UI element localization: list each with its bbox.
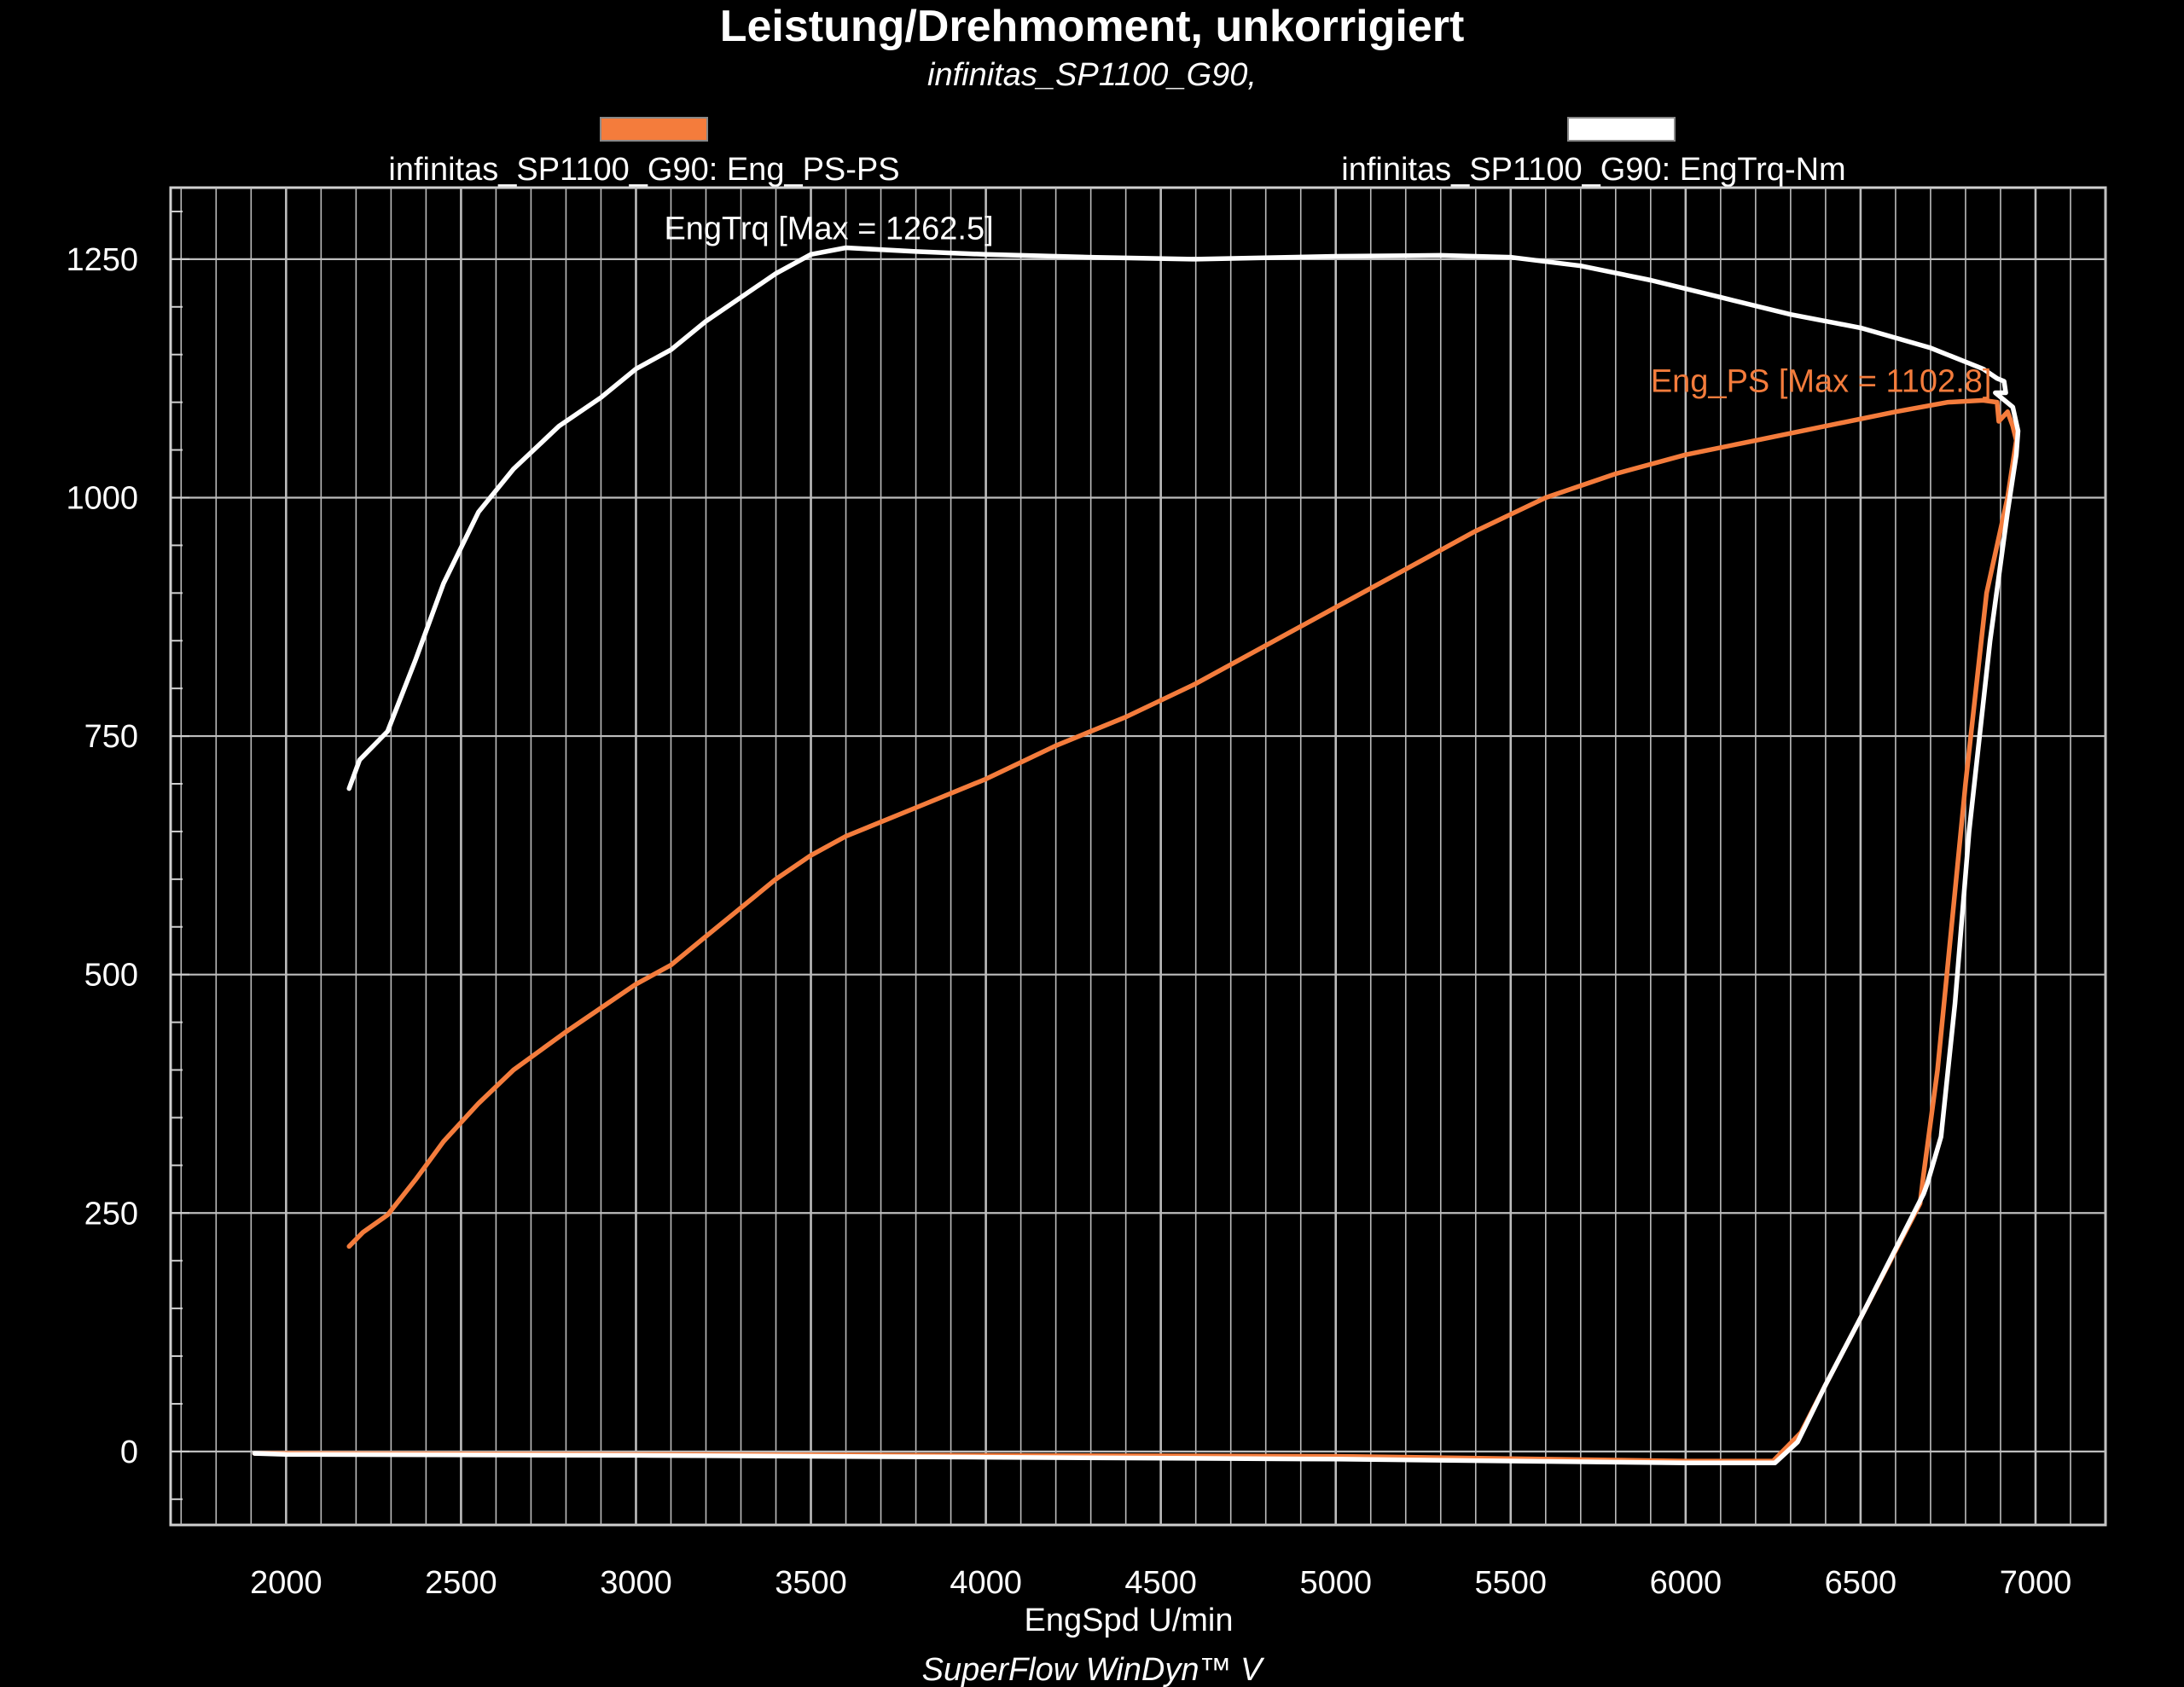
y-tick-label: 0: [120, 1435, 138, 1470]
y-minor-ticks: [171, 210, 189, 1500]
x-tick-label: 2500: [425, 1565, 497, 1601]
x-tick-labels: 2000 2500 3000 3500 4000 4500 5000 5500 6000 6500…: [250, 1565, 2071, 1601]
grid-major: [171, 188, 2106, 1525]
series-line-torque: [252, 245, 2021, 1466]
x-tick-label: 4500: [1124, 1565, 1197, 1601]
x-axis-label: EngSpd U/min: [1024, 1603, 1233, 1638]
chart-subtitle: infinitas_SP1100_G90,: [927, 57, 1257, 93]
chart-title: Leistung/Drehmoment, unkorrigiert: [720, 2, 1465, 51]
legend-swatch-power: [600, 117, 708, 142]
legend-label-power: infinitas_SP1100_G90: Eng_PS-PS: [388, 152, 899, 188]
y-tick-label: 1250: [66, 242, 138, 278]
series-layer: [252, 245, 2021, 1466]
x-tick-label: 2000: [250, 1565, 322, 1601]
y-tick-label: 500: [84, 958, 138, 994]
annotation-power-max: Eng_PS [Max = 1102.8]: [1651, 363, 1992, 399]
y-tick-label: 1000: [66, 480, 138, 516]
grid-minor: [180, 188, 2106, 1525]
annotation-torque-max: EngTrq [Max = 1262.5]: [664, 211, 993, 246]
x-tick-label: 4000: [950, 1565, 1022, 1601]
x-tick-label: 6500: [1825, 1565, 1897, 1601]
x-tick-label: 5000: [1299, 1565, 1372, 1601]
legend-swatch-torque: [1567, 117, 1676, 142]
legend-label-torque: infinitas_SP1100_G90: EngTrq-Nm: [1341, 152, 1845, 188]
x-tick-label: 7000: [2000, 1565, 2072, 1601]
x-tick-label: 6000: [1650, 1565, 1722, 1601]
x-tick-label: 3500: [775, 1565, 847, 1601]
x-tick-label: 3000: [600, 1565, 672, 1601]
footer-credit: SuperFlow WinDyn™ V: [922, 1652, 1265, 1687]
annotations: Eng_PS [Max = 1102.8] EngTrq [Max = 1262.…: [664, 211, 1991, 399]
y-tick-label: 750: [84, 719, 138, 755]
y-tick-labels: 0 250 500 750 1000 1250: [66, 242, 138, 1470]
x-tick-label: 5500: [1475, 1565, 1548, 1601]
plot-area: Eng_PS [Max = 1102.8] EngTrq [Max = 1262.…: [169, 186, 2107, 1527]
legend: infinitas_SP1100_G90: Eng_PS-PS infinita…: [388, 117, 1846, 188]
y-tick-label: 250: [84, 1196, 138, 1232]
